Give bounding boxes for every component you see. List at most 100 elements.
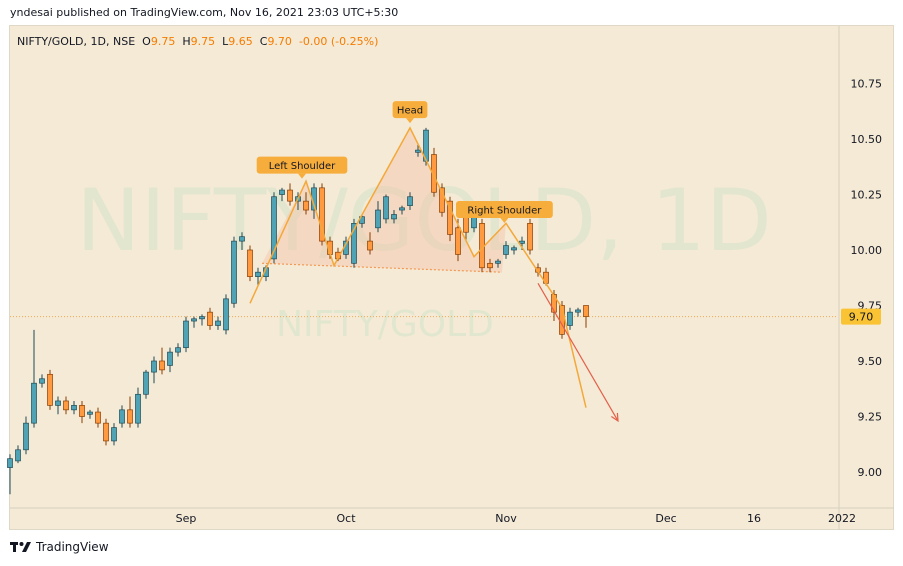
candle-body	[408, 197, 413, 206]
legend-high-label: H	[182, 35, 190, 48]
candle	[232, 237, 237, 308]
candle	[576, 308, 581, 317]
legend-change: -0.00 (-0.25%)	[299, 35, 378, 48]
y-tick-label: 9.00	[858, 466, 883, 479]
candle-body	[288, 190, 293, 201]
x-tick-label: Sep	[176, 512, 197, 525]
candle	[72, 401, 77, 414]
candle-body	[176, 348, 181, 352]
candle	[104, 419, 109, 446]
candle-body	[208, 312, 213, 325]
candle-body	[112, 428, 117, 441]
candle	[96, 408, 101, 428]
candle-body	[88, 412, 93, 414]
watermark-small: NIFTY/GOLD	[276, 304, 494, 345]
legend-open-value: 9.75	[151, 35, 176, 48]
candle-body	[216, 321, 221, 325]
annotation-label: Right Shoulder	[467, 206, 542, 217]
x-tick-label: Nov	[495, 512, 517, 525]
candle	[208, 308, 213, 330]
candle-body	[400, 208, 405, 210]
candle-body	[232, 241, 237, 303]
candle	[568, 308, 573, 330]
candle-body	[40, 379, 45, 383]
candle-body	[104, 423, 109, 441]
candle	[24, 417, 29, 455]
candle	[200, 314, 205, 325]
candle	[160, 348, 165, 375]
candle-body	[280, 190, 285, 194]
candle-body	[488, 263, 493, 267]
candle-body	[96, 412, 101, 423]
candle	[528, 219, 533, 255]
candle-body	[64, 401, 69, 410]
candle	[80, 401, 85, 423]
legend-high-value: 9.75	[191, 35, 216, 48]
candle-body	[456, 228, 461, 255]
candle	[120, 405, 125, 427]
candle-body	[56, 401, 61, 405]
candle-body	[416, 150, 421, 152]
footer-brand-label: TradingView	[36, 540, 109, 554]
legend-open-label: O	[142, 35, 151, 48]
candle-body	[184, 321, 189, 348]
footer-brand[interactable]: TradingView	[10, 540, 109, 554]
y-tick-label: 10.00	[851, 244, 883, 257]
candle-body	[48, 374, 53, 405]
legend-symbol: NIFTY/GOLD, 1D, NSE	[17, 35, 135, 48]
candle-body	[152, 361, 157, 372]
candle-body	[8, 459, 13, 468]
x-tick-label: Dec	[655, 512, 676, 525]
x-tick-label: Oct	[336, 512, 356, 525]
candle	[216, 317, 221, 330]
candle	[584, 306, 589, 328]
candle	[248, 246, 253, 282]
candle	[384, 195, 389, 224]
x-tick-label: 2022	[828, 512, 856, 525]
candle-body	[248, 250, 253, 277]
candle-body	[512, 248, 517, 250]
candle-body	[128, 410, 133, 423]
candle-body	[80, 405, 85, 416]
candle	[56, 397, 61, 415]
candle	[88, 410, 93, 419]
candle-body	[368, 241, 373, 250]
candle-body	[256, 272, 261, 276]
candle-body	[16, 450, 21, 461]
legend-close-value: 9.70	[267, 35, 292, 48]
candle-body	[584, 306, 589, 317]
candle-body	[240, 237, 245, 241]
annotation-label: Left Shoulder	[269, 161, 336, 172]
candle-body	[304, 201, 309, 210]
candle	[152, 357, 157, 384]
candle-body	[384, 197, 389, 219]
annotation-pointer	[406, 118, 414, 123]
candle	[136, 388, 141, 428]
candle-body	[504, 246, 509, 255]
candle-body	[200, 317, 205, 319]
legend-low-value: 9.65	[228, 35, 253, 48]
candle-body	[392, 214, 397, 218]
candle	[112, 423, 117, 445]
candle	[176, 343, 181, 356]
last-price-tag-label: 9.70	[849, 311, 874, 324]
y-tick-label: 9.50	[858, 355, 883, 368]
candle-body	[224, 299, 229, 330]
candle-body	[496, 261, 501, 263]
candle-body	[192, 319, 197, 321]
y-tick-label: 9.25	[858, 411, 883, 424]
x-tick-label: 16	[747, 512, 761, 525]
candle-body	[120, 410, 125, 423]
candle-body	[160, 361, 165, 370]
candle-body	[576, 310, 581, 312]
candle	[168, 348, 173, 372]
last-price-tag: 9.70	[841, 309, 881, 325]
chart-legend: NIFTY/GOLD, 1D, NSE O9.75 H9.75 L9.65 C9…	[17, 35, 378, 48]
candle-body	[144, 372, 149, 394]
candle-body	[24, 423, 29, 450]
candle	[224, 294, 229, 334]
candle	[16, 445, 21, 463]
y-tick-label: 10.75	[851, 78, 883, 91]
candle-body	[136, 394, 141, 423]
